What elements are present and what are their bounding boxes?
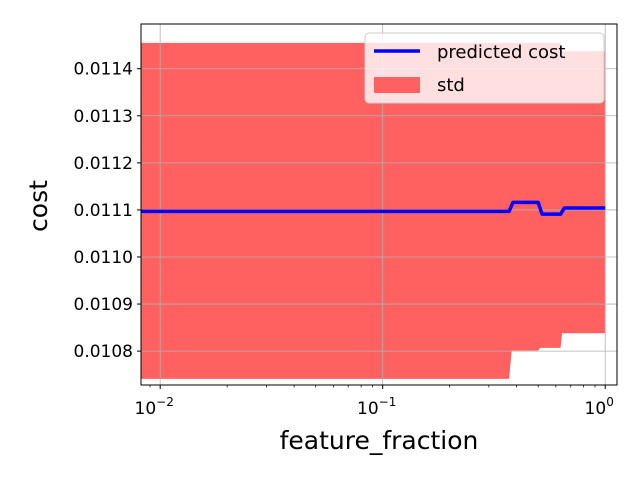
legend-band-swatch [374, 77, 420, 93]
y-tick-label: 0.0114 [74, 60, 133, 80]
x-tick-label: 100 [585, 395, 614, 419]
axes-frame [140, 23, 618, 386]
tick-layer: 0.0108 0.0109 0.0110 0.0111 0.0112 0.0113 0.01… [74, 60, 614, 419]
predicted-cost-line [141, 200, 606, 216]
y-tick-label: 0.0111 [74, 201, 133, 221]
x-axis-label: feature_fraction [280, 426, 479, 455]
legend-box [364, 32, 605, 104]
x-tick-exponent: −2 [156, 395, 174, 409]
x-tick-label: 10−1 [357, 395, 396, 419]
legend-line-label: predicted cost [437, 42, 565, 63]
y-tick-label: 0.0109 [74, 295, 133, 315]
x-tick-exponent: 0 [606, 395, 614, 409]
y-tick-label: 0.0112 [74, 154, 133, 174]
y-axis-label: cost [24, 180, 53, 232]
x-tick-label: 10−2 [135, 395, 174, 419]
x-tick-exponent: −1 [379, 395, 397, 409]
predicted-cost-line-layer [141, 200, 606, 216]
legend-band-label: std [437, 75, 465, 96]
y-tick-label: 0.0110 [74, 248, 133, 268]
legend: predicted cost std [364, 32, 605, 104]
y-tick-label: 0.0108 [74, 342, 133, 362]
y-tick-label: 0.0113 [74, 107, 133, 127]
